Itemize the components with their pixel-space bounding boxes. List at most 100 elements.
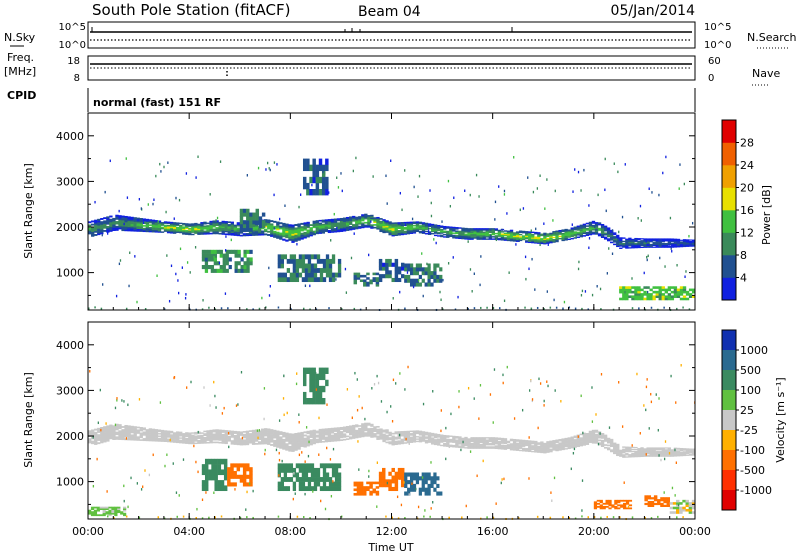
patch-cell-7: [99, 514, 103, 517]
band-cell: [600, 441, 605, 443]
band-cell: [646, 244, 650, 246]
patch-cell-8: [599, 504, 603, 507]
band-cell: [579, 444, 584, 447]
band-cell: [297, 230, 301, 233]
band-cell: [324, 220, 329, 223]
band-cell: [467, 231, 471, 233]
band-cell: [349, 227, 353, 230]
band-cell: [297, 446, 301, 449]
patch-cell-5: [246, 216, 250, 221]
band-cell: [182, 437, 186, 440]
patch-cell-1: [325, 272, 330, 278]
band-cell: [613, 447, 617, 450]
band-cell: [91, 230, 95, 232]
band-cell: [148, 434, 153, 437]
band-cell: [88, 229, 92, 232]
band-cell: [497, 229, 502, 232]
band-cell: [245, 439, 250, 441]
band-cell: [461, 445, 465, 448]
band-cell: [315, 224, 319, 226]
band-cell: [534, 238, 538, 241]
speckle: [574, 168, 576, 171]
band-cell: [306, 223, 310, 226]
band-cell: [294, 229, 298, 232]
band-cell: [488, 237, 492, 239]
speckle: [498, 185, 500, 188]
band-cell: [312, 436, 316, 439]
patch-cell-0: [204, 249, 209, 254]
band-cell: [163, 434, 168, 437]
patch-cell-4: [421, 271, 425, 276]
band-cell: [239, 439, 244, 442]
ground-scatter-cell: [600, 516, 602, 519]
band-cell: [203, 433, 207, 435]
patch-cell-7: [655, 293, 659, 296]
band-cell: [622, 244, 626, 246]
band-cell: [172, 437, 177, 440]
band-cell: [330, 224, 335, 226]
band-cell: [622, 448, 626, 451]
band-cell: [342, 427, 347, 430]
band-cell: [479, 447, 483, 449]
band-cell: [594, 222, 599, 224]
ground-scatter-cell: [650, 306, 653, 309]
speckle: [119, 259, 122, 262]
patch-cell-2: [325, 463, 330, 469]
band-cell: [476, 446, 480, 448]
band-cell: [479, 439, 483, 441]
band-cell: [579, 439, 584, 442]
band-cell: [282, 238, 286, 241]
band-cell: [124, 229, 128, 232]
band-cell: [379, 222, 383, 224]
band-cell: [106, 227, 110, 230]
band-cell: [124, 218, 128, 221]
band-cell: [567, 443, 571, 445]
band-cell: [285, 436, 289, 439]
band-cell: [488, 238, 492, 240]
band-cell: [543, 241, 547, 244]
band-cell: [312, 441, 316, 443]
speckle: [142, 221, 145, 225]
patch-cell-4: [421, 278, 425, 283]
band-cell: [473, 234, 477, 237]
band-cell: [218, 226, 222, 228]
band-cell: [361, 432, 365, 435]
band-cell: [585, 222, 590, 225]
speckle: [671, 250, 673, 253]
band-cell: [476, 437, 480, 439]
patch-cell-4: [397, 467, 402, 473]
band-cell: [97, 439, 101, 441]
band-cell: [664, 245, 668, 247]
band-cell: [179, 435, 183, 437]
band-cell: [91, 226, 95, 229]
band-cell: [300, 236, 304, 238]
band-cell: [370, 224, 374, 227]
band-cell: [591, 222, 596, 224]
patch-cell-0: [201, 469, 206, 476]
patch-cell-2: [337, 463, 342, 469]
band-cell: [145, 438, 150, 440]
band-cell: [370, 430, 374, 433]
patch-cell-7: [117, 508, 121, 511]
band-cell: [185, 439, 189, 441]
band-cell: [673, 454, 678, 456]
band-cell: [318, 441, 322, 443]
band-cell: [206, 441, 210, 444]
band-cell: [673, 242, 678, 245]
patch-cell-2: [331, 472, 336, 478]
band-cell: [106, 430, 110, 433]
band-cell: [567, 439, 571, 442]
patch-cell-3: [382, 274, 386, 279]
band-cell: [424, 440, 429, 443]
patch-cell-8: [625, 502, 630, 505]
band-cell: [622, 449, 626, 452]
band-cell: [339, 428, 344, 431]
band-cell: [367, 224, 371, 227]
patch-cell-7: [679, 286, 684, 289]
band-cell: [531, 446, 535, 448]
band-cell: [594, 230, 599, 232]
band-cell: [297, 233, 301, 236]
ground-scatter-cell: [385, 515, 387, 518]
band-cell: [276, 235, 280, 238]
patch-cell-2: [304, 486, 309, 492]
